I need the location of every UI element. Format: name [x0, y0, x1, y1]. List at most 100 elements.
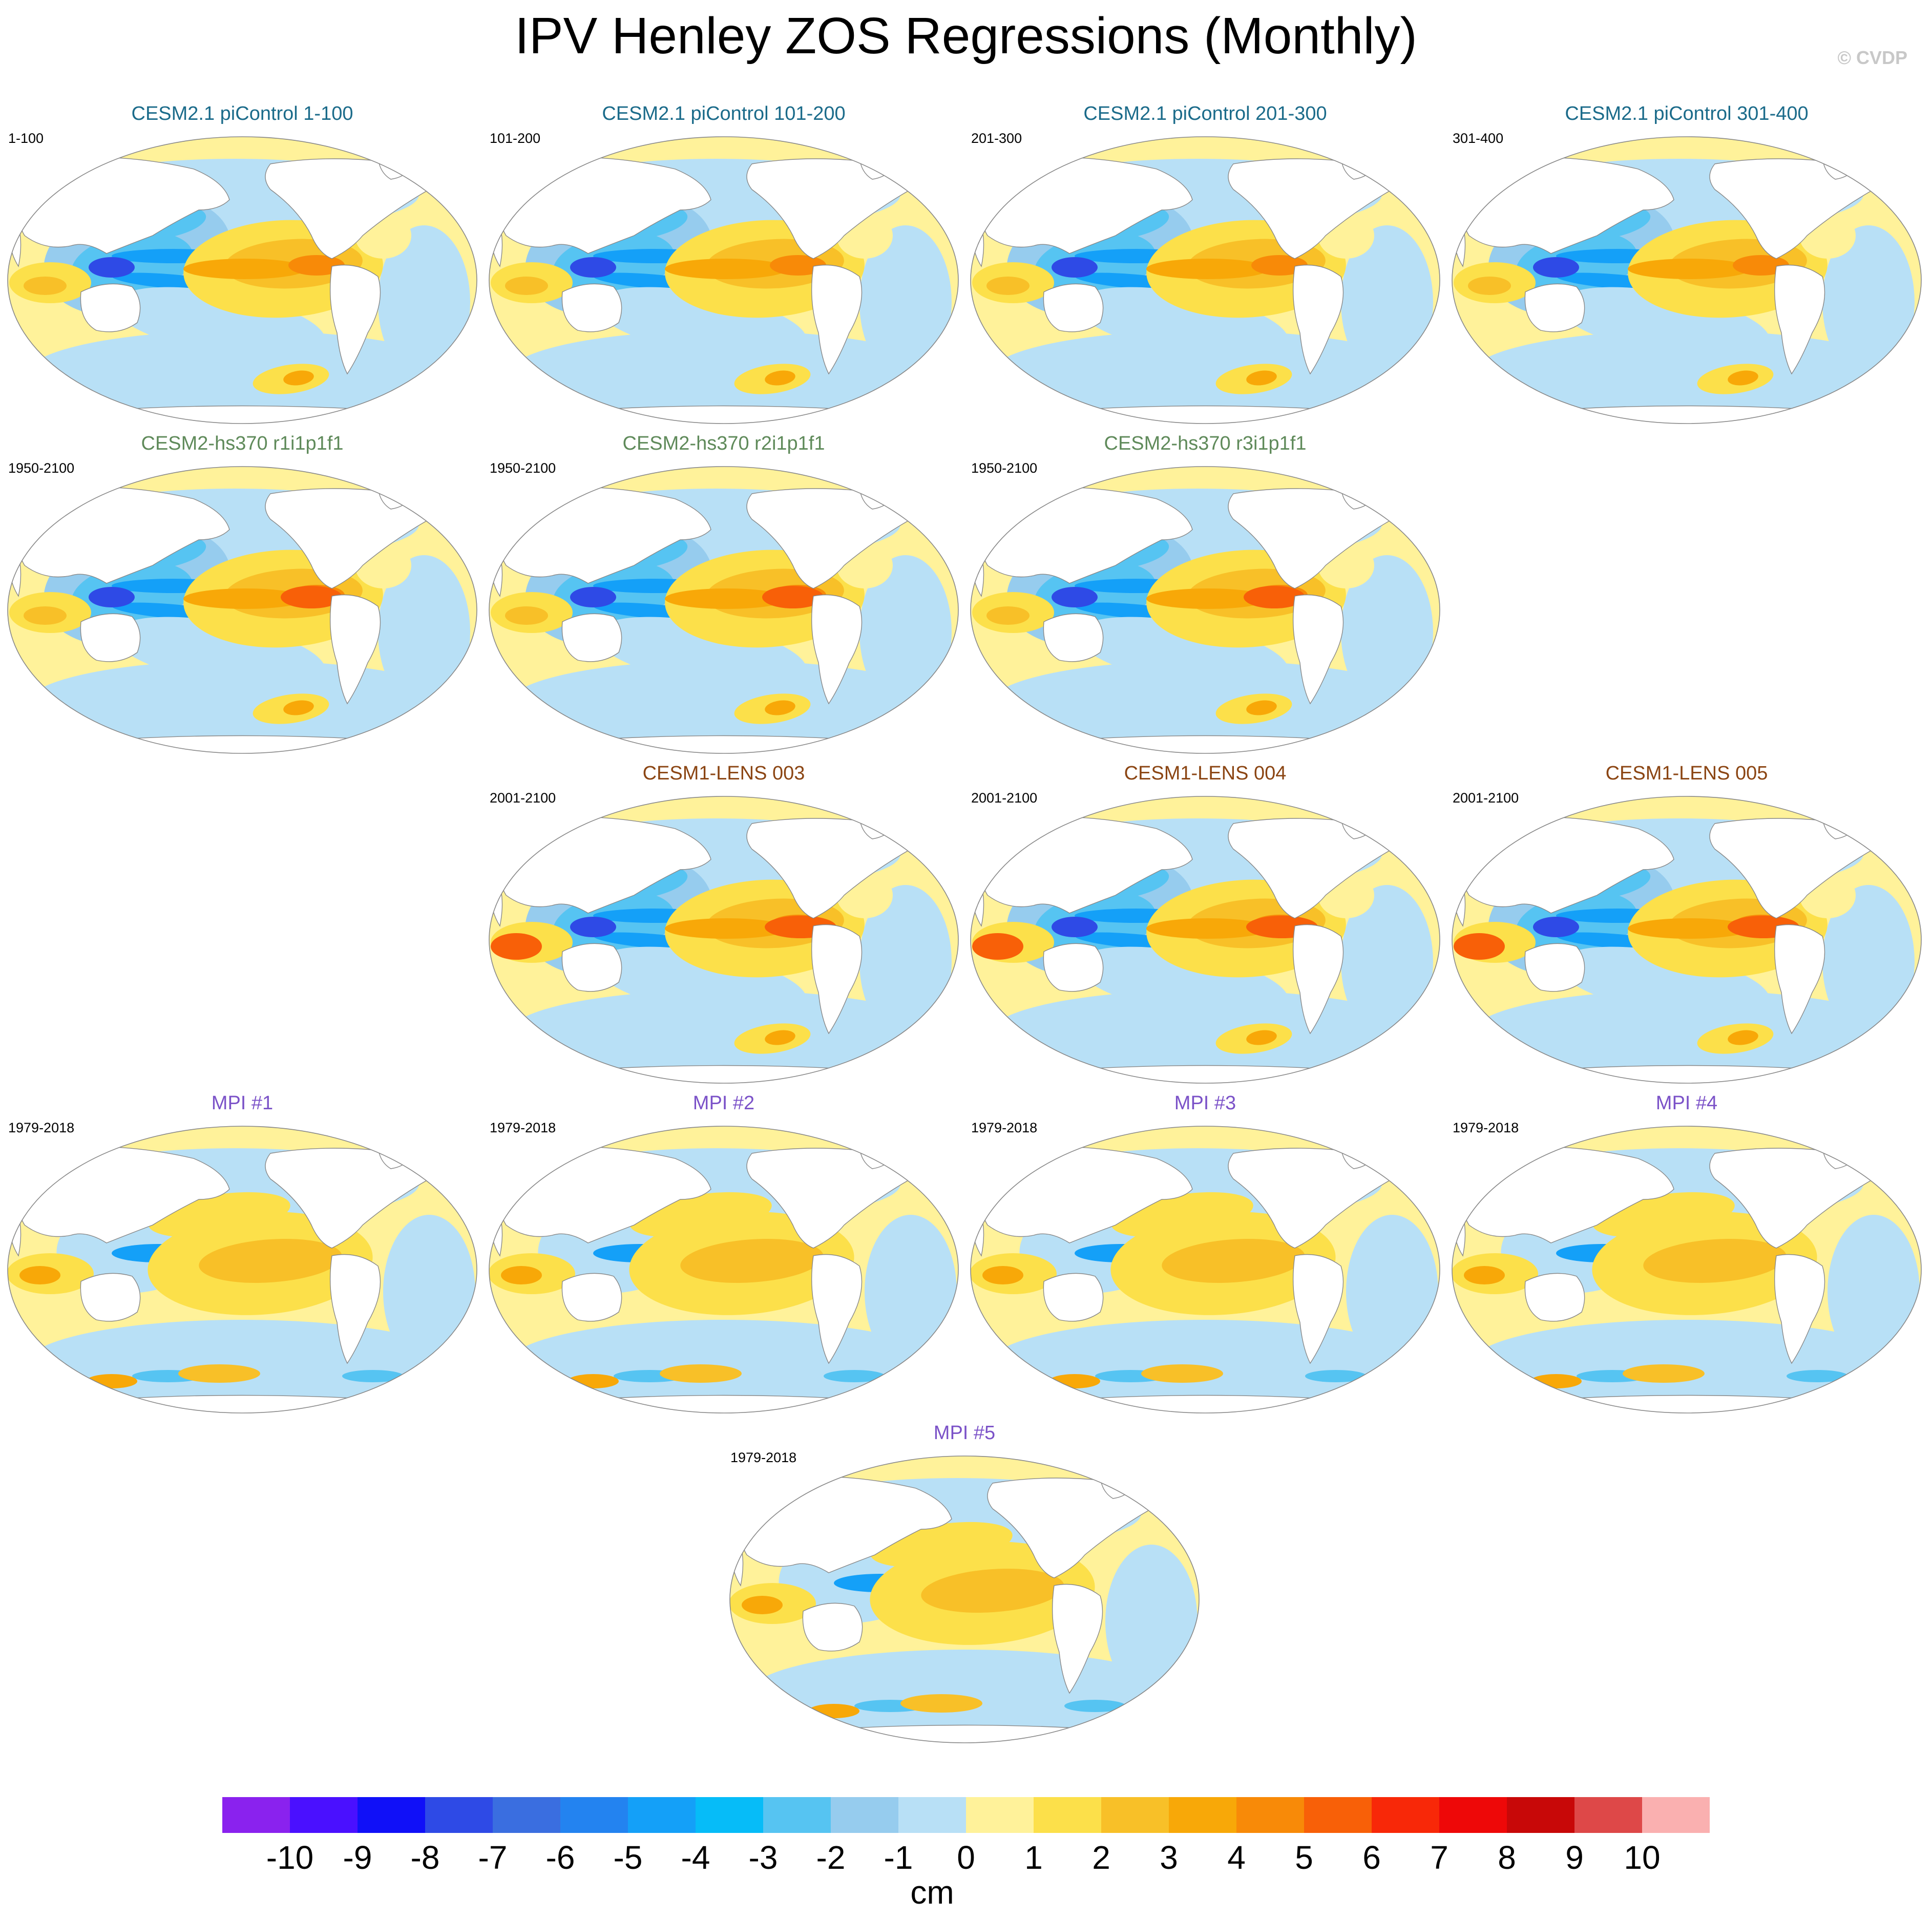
land-antarctica — [541, 405, 907, 424]
anomaly-atlantic-cool — [859, 885, 952, 1039]
anomaly-indian-ocean-core — [982, 1266, 1023, 1284]
colorbar-swatch — [831, 1797, 898, 1833]
land-south-america — [811, 1254, 863, 1364]
panel-title: CESM2-hs370 r3i1p1f1 — [1104, 433, 1307, 454]
land-south-america — [329, 264, 381, 375]
colorbar-swatch — [966, 1797, 1034, 1833]
panel-title: CESM1-LENS 003 — [642, 763, 805, 784]
robinson-map — [970, 136, 1440, 424]
panel-title: CESM2-hs370 r1i1p1f1 — [141, 433, 344, 454]
anomaly-indian-ocean-core — [742, 1596, 783, 1614]
land-south-america — [1774, 264, 1825, 375]
land-south-america — [329, 594, 381, 705]
anomaly-warm-pool-core — [1052, 917, 1098, 937]
colorbar-swatch — [290, 1797, 358, 1833]
colorbar-tick-label: -1 — [884, 1839, 913, 1876]
anomaly-warm-pool-core — [570, 917, 616, 937]
anomaly-southern-ocean-w1 — [178, 1364, 260, 1383]
panel-period: 101-200 — [490, 131, 541, 146]
land-australia — [1524, 943, 1585, 992]
anomaly-warm-pool-core — [570, 587, 616, 607]
robinson-map — [1452, 1126, 1922, 1413]
panel-title: CESM2.1 piControl 201-300 — [1083, 103, 1327, 124]
colorbar-swatch — [1574, 1797, 1642, 1833]
land-antarctica — [1022, 735, 1388, 753]
anomaly-atlantic-cool — [1341, 885, 1433, 1039]
colorbar-tick-label: 3 — [1160, 1839, 1178, 1876]
anomaly-southern-ocean-core — [283, 370, 314, 386]
land-australia — [1043, 943, 1104, 992]
panel-title: MPI #4 — [1655, 1092, 1718, 1114]
panel-title: CESM2-hs370 r2i1p1f1 — [622, 433, 825, 454]
land-australia — [1524, 1273, 1585, 1322]
anomaly-atlantic-cool — [859, 555, 952, 709]
anomaly-atlantic-cool — [383, 1215, 475, 1368]
colorbar-swatch — [358, 1797, 425, 1833]
panel-title: MPI #5 — [933, 1422, 996, 1444]
panel-title: MPI #3 — [1174, 1092, 1236, 1114]
anomaly-equatorial-tongue — [183, 588, 306, 609]
anomaly-indian-ocean-core — [24, 606, 67, 625]
map-panel: CESM1-LENS 005 2001-2100 — [1448, 762, 1925, 1087]
anomaly-atlantic-cool — [1105, 1545, 1198, 1698]
robinson-map — [7, 466, 477, 754]
colorbar-swatch — [222, 1797, 290, 1833]
anomaly-equatorial-tongue — [1628, 259, 1751, 279]
anomaly-atlantic-cool — [1346, 1215, 1438, 1368]
panel-period: 2001-2100 — [1453, 790, 1519, 806]
anomaly-southern-ocean-core — [1728, 1030, 1758, 1045]
map-border — [7, 1126, 477, 1413]
land-south-america — [1292, 264, 1344, 375]
map-panel: CESM1-LENS 004 2001-2100 — [967, 762, 1443, 1087]
anomaly-atlantic-cool — [1341, 225, 1433, 379]
anomaly-indian-ocean-core — [491, 933, 542, 960]
map-border — [970, 796, 1440, 1084]
land-antarctica — [1022, 1395, 1388, 1413]
land-australia — [561, 943, 622, 992]
anomaly-equatorial-tongue — [1146, 588, 1269, 609]
anomaly-southern-ocean-w1 — [900, 1694, 982, 1713]
map-panel: CESM1-LENS 003 2001-2100 — [486, 762, 962, 1087]
colorbar-tick-label: 8 — [1498, 1839, 1516, 1876]
map-panel: CESM2-hs370 r3i1p1f1 1950-2100 — [967, 432, 1443, 757]
anomaly-warm-pool-core — [89, 257, 135, 278]
anomaly-indian-ocean-core — [986, 606, 1030, 625]
panel-period: 301-400 — [1453, 131, 1504, 146]
panel-title: CESM1-LENS 004 — [1124, 763, 1287, 784]
robinson-map — [1452, 136, 1922, 424]
anomaly-equatorial-tongue — [665, 588, 788, 609]
land-south-america — [811, 264, 863, 375]
land-australia — [561, 1273, 622, 1322]
map-border — [489, 136, 959, 424]
robinson-map — [7, 136, 477, 424]
land-australia — [80, 613, 141, 662]
map-border — [970, 466, 1440, 754]
colorbar-swatch — [628, 1797, 696, 1833]
land-south-america — [811, 594, 863, 705]
colorbar: -10 -9 -8 -7 -6 -5 -4 -3 -2 -1 0 1 2 3 4 5 6 7 8 9 10 cm — [222, 1797, 1710, 1920]
land-antarctica — [1022, 1065, 1388, 1083]
anomaly-indian-ocean-core — [24, 277, 67, 295]
land-antarctica — [59, 405, 425, 424]
colorbar-swatch — [1236, 1797, 1304, 1833]
anomaly-southern-ocean-w2 — [568, 1374, 619, 1388]
colorbar-swatch — [696, 1797, 763, 1833]
land-south-america — [811, 924, 863, 1035]
panel-title: CESM2.1 piControl 101-200 — [602, 103, 846, 124]
anomaly-southern-ocean-w2 — [808, 1704, 859, 1718]
anomaly-equatorial-tongue — [1146, 259, 1269, 279]
anomaly-southern-ocean-c2 — [342, 1370, 404, 1382]
colorbar-tick-label: 5 — [1295, 1839, 1313, 1876]
anomaly-hs-core — [281, 586, 342, 608]
anomaly-e-pacific-inner — [199, 1238, 342, 1283]
panel-title: MPI #2 — [692, 1092, 755, 1114]
land-australia — [80, 1273, 141, 1322]
anomaly-southern-ocean-c2 — [1064, 1700, 1126, 1712]
panel-title: CESM2.1 piControl 1-100 — [131, 103, 353, 124]
colorbar-tick-label: -4 — [681, 1839, 710, 1876]
land-antarctica — [1022, 405, 1388, 424]
land-antarctica — [1504, 1065, 1870, 1083]
colorbar-tick-label: -7 — [478, 1839, 508, 1876]
map-panel: CESM2.1 piControl 301-400 301-400 — [1448, 102, 1925, 428]
map-panel: MPI #1 1979-2018 — [4, 1092, 480, 1417]
